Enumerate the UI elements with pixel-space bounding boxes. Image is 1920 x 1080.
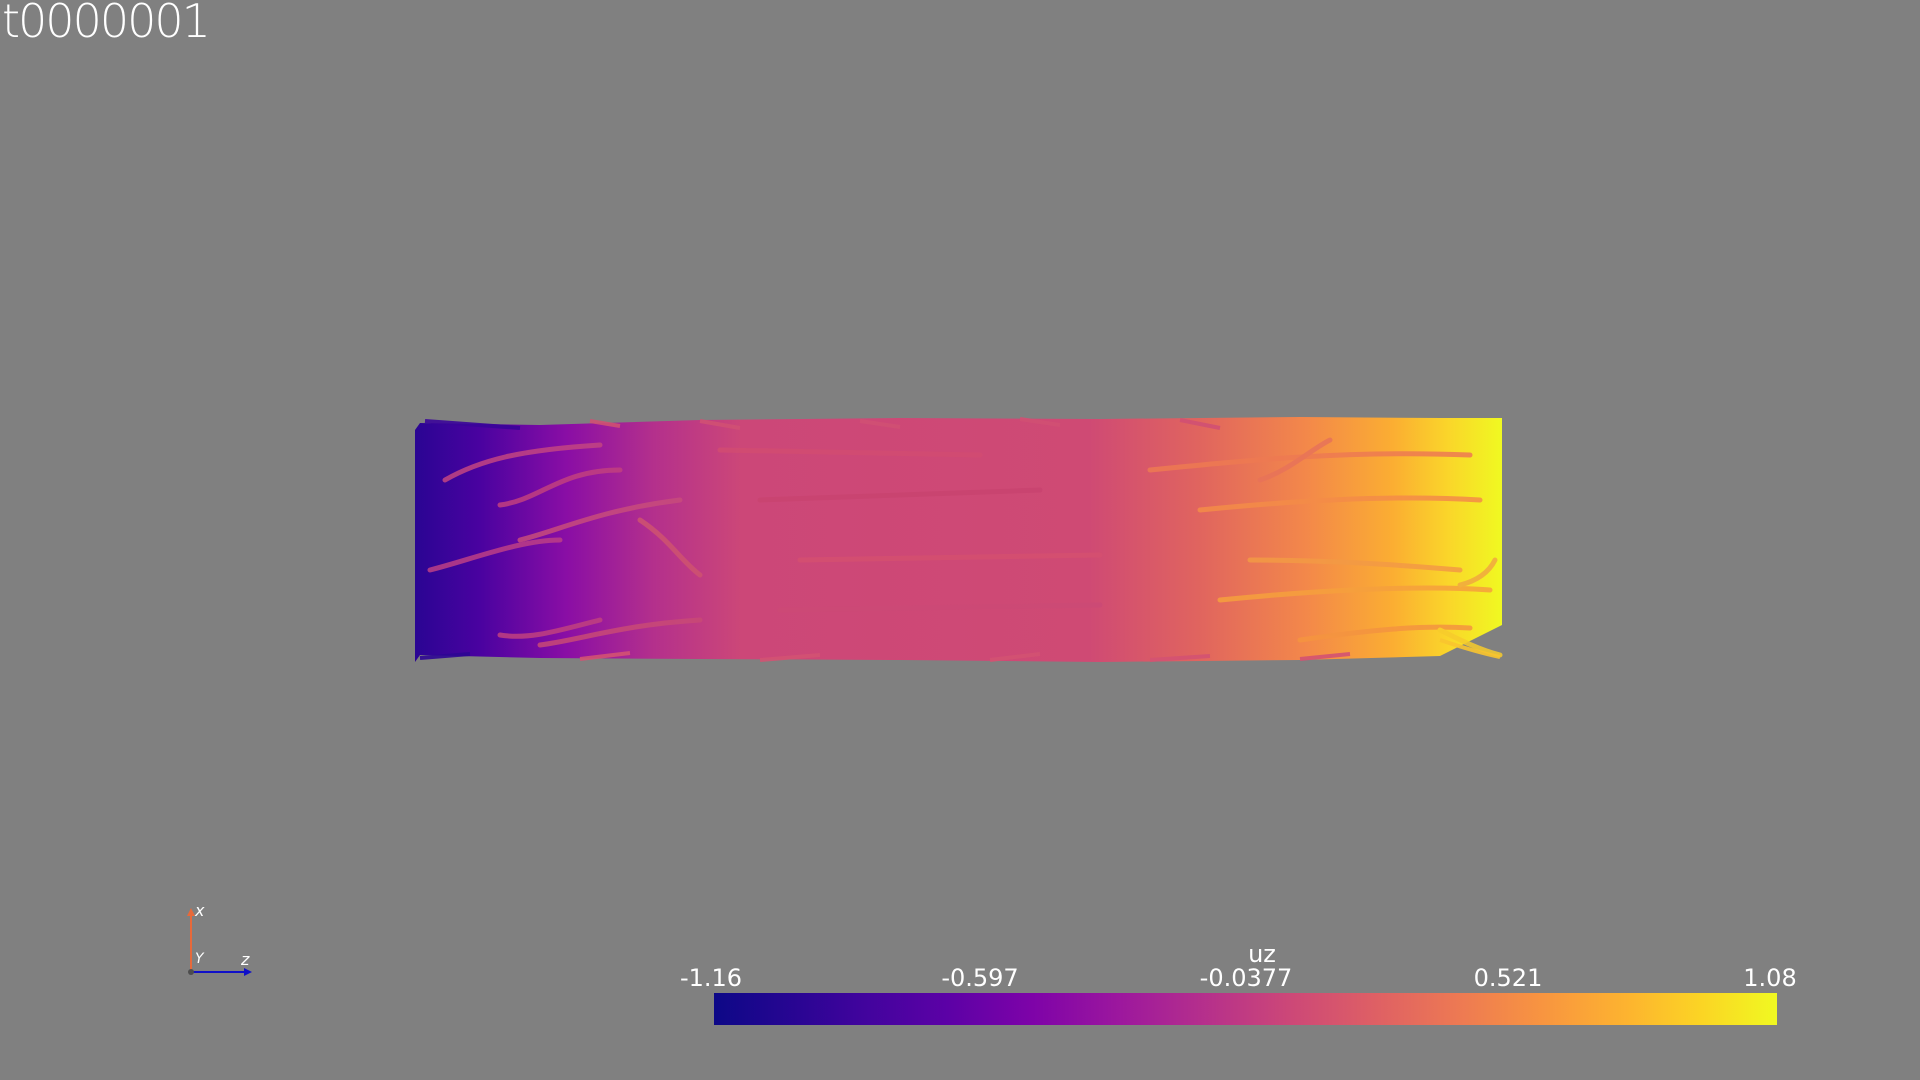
colorbar-gradient	[714, 993, 1777, 1025]
orientation-axes	[187, 908, 252, 976]
colorbar-tick-min: -1.16	[679, 964, 743, 992]
z-axis-label: z	[241, 950, 250, 969]
colorbar-tick-2: -0.597	[941, 964, 1019, 992]
streamline-lines	[427, 437, 1503, 658]
x-axis-label: x	[195, 901, 205, 920]
y-axis-label: Y	[195, 951, 204, 967]
colorbar-tick-mid: -0.0377	[1199, 964, 1293, 992]
y-axis-origin	[188, 969, 194, 975]
colorbar-title: uz	[1248, 940, 1276, 968]
colorbar-tick-max: 1.08	[1743, 964, 1797, 992]
streamline-edge-strands	[419, 417, 1501, 662]
time-step-label: t0000001	[2, 0, 211, 48]
z-axis-arrowhead	[244, 968, 252, 976]
x-axis-arrowhead	[187, 908, 195, 916]
colorbar-tick-4: 0.521	[1473, 964, 1543, 992]
